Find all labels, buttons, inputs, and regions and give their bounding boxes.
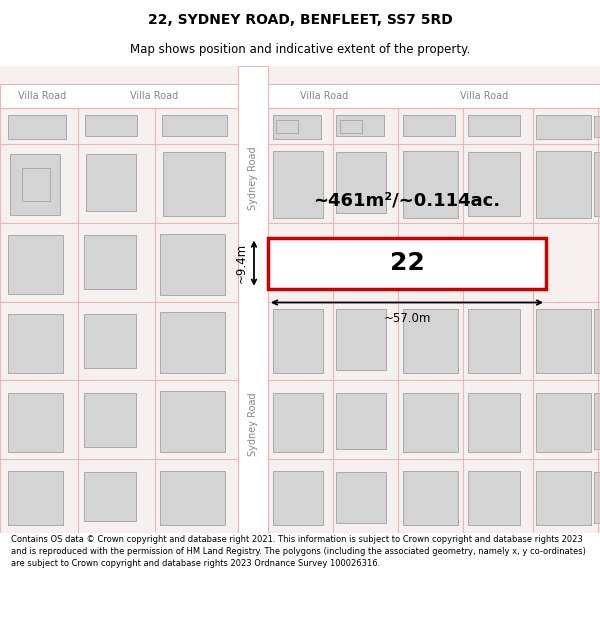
Bar bbox=[160, 471, 225, 524]
Bar bbox=[160, 234, 225, 294]
Text: Villa Road: Villa Road bbox=[130, 91, 178, 101]
Text: ~57.0m: ~57.0m bbox=[383, 312, 431, 326]
Bar bbox=[336, 115, 384, 136]
Text: Sydney Road: Sydney Road bbox=[248, 392, 258, 456]
Bar bbox=[468, 393, 520, 452]
Bar bbox=[536, 393, 591, 452]
Text: Villa Road: Villa Road bbox=[300, 91, 348, 101]
Bar bbox=[238, 66, 268, 532]
Bar bbox=[336, 393, 386, 449]
Bar bbox=[336, 309, 386, 371]
Bar bbox=[468, 471, 520, 524]
Bar bbox=[336, 152, 386, 213]
Bar bbox=[403, 151, 458, 218]
Bar bbox=[536, 115, 591, 139]
Bar bbox=[84, 234, 136, 289]
Bar bbox=[336, 471, 386, 522]
Text: 22, SYDNEY ROAD, BENFLEET, SS7 5RD: 22, SYDNEY ROAD, BENFLEET, SS7 5RD bbox=[148, 12, 452, 27]
Bar bbox=[86, 154, 136, 211]
Bar bbox=[8, 393, 63, 452]
Bar bbox=[403, 115, 455, 136]
Bar bbox=[536, 471, 591, 524]
Bar bbox=[268, 108, 600, 532]
Text: Contains OS data © Crown copyright and database right 2021. This information is : Contains OS data © Crown copyright and d… bbox=[11, 535, 586, 568]
Bar bbox=[84, 471, 136, 521]
Bar bbox=[594, 393, 600, 449]
Text: ~9.4m: ~9.4m bbox=[235, 243, 248, 283]
Bar bbox=[273, 115, 321, 139]
Bar bbox=[468, 152, 520, 216]
Bar bbox=[268, 238, 546, 289]
Bar bbox=[536, 309, 591, 373]
Bar bbox=[403, 309, 458, 373]
Bar bbox=[0, 84, 238, 108]
Bar bbox=[22, 168, 50, 201]
Bar bbox=[8, 314, 63, 373]
Bar bbox=[160, 391, 225, 452]
Text: Villa Road: Villa Road bbox=[18, 91, 66, 101]
Bar bbox=[268, 84, 600, 108]
Text: ~461m²/~0.114ac.: ~461m²/~0.114ac. bbox=[313, 191, 500, 209]
Bar bbox=[340, 119, 362, 134]
Bar bbox=[276, 119, 298, 134]
Bar bbox=[468, 115, 520, 136]
Bar bbox=[594, 309, 600, 373]
Text: Map shows position and indicative extent of the property.: Map shows position and indicative extent… bbox=[130, 42, 470, 56]
Bar bbox=[162, 115, 227, 136]
Bar bbox=[273, 309, 323, 373]
Bar bbox=[273, 393, 323, 452]
Bar bbox=[273, 471, 323, 524]
Bar bbox=[85, 115, 137, 136]
Text: Sydney Road: Sydney Road bbox=[248, 147, 258, 211]
Bar bbox=[594, 152, 600, 216]
Text: Villa Road: Villa Road bbox=[460, 91, 508, 101]
Bar bbox=[10, 154, 60, 215]
Bar bbox=[594, 471, 600, 522]
Bar bbox=[8, 234, 63, 294]
Bar bbox=[0, 108, 238, 532]
Bar bbox=[403, 471, 458, 524]
Bar bbox=[536, 151, 591, 218]
Bar bbox=[84, 314, 136, 368]
Bar bbox=[160, 312, 225, 373]
Bar bbox=[163, 152, 225, 216]
Bar bbox=[273, 151, 323, 218]
Bar bbox=[8, 115, 66, 139]
Bar bbox=[594, 116, 600, 138]
Text: 22: 22 bbox=[389, 251, 424, 275]
Bar bbox=[403, 393, 458, 452]
Bar bbox=[8, 471, 63, 524]
Bar bbox=[84, 393, 136, 447]
Bar bbox=[468, 309, 520, 373]
